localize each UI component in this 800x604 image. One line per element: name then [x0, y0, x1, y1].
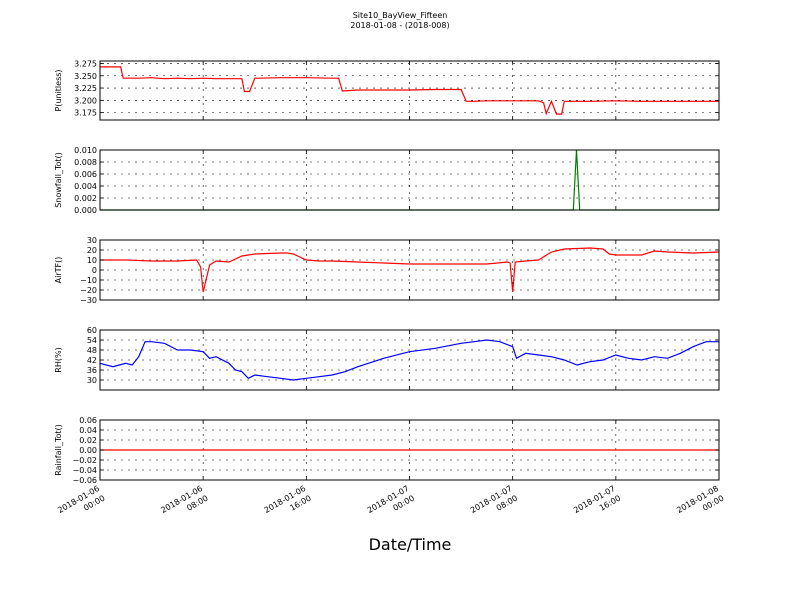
- y-tick-label: 30: [87, 236, 97, 245]
- y-axis-label: Snowfall_Tot(): [54, 152, 63, 208]
- y-tick-label: 3.175: [74, 109, 97, 118]
- y-axis-label: AirTF(): [54, 257, 63, 284]
- y-tick-label: 3.225: [74, 84, 97, 93]
- y-tick-label: 0.010: [74, 146, 97, 155]
- y-tick-label: 0.002: [74, 194, 97, 203]
- x-tick-label: 2018-01-0708:00: [469, 484, 519, 525]
- panel-1: 0.000 0.002 0.004 0.006 0.008 0.010 Snowfall_T…: [54, 146, 720, 215]
- series-line: [99, 339, 719, 381]
- x-tick-label: 2018-01-0716:00: [572, 484, 622, 525]
- panel-4: −0.06−0.04−0.020.000.020.040.06 Rainfall_…: [54, 416, 720, 485]
- x-tick-label: 2018-01-0800:00: [675, 484, 725, 525]
- y-tick-label: −0.04: [72, 466, 97, 475]
- y-tick-label: 54: [87, 336, 97, 345]
- y-axis-label: RH(%): [54, 347, 63, 372]
- y-tick-label: 36: [87, 366, 97, 375]
- series-line: [100, 247, 720, 293]
- y-tick-label: 0.04: [79, 426, 97, 435]
- y-tick-label: 3.250: [74, 72, 97, 81]
- panels-group: 3.175 3.200 3.225 3.250 3.275 P(unitless) 0.00…: [54, 59, 720, 485]
- y-tick-label: 0.008: [74, 158, 97, 167]
- y-tick-label: −10: [80, 276, 97, 285]
- y-tick-label: −0.02: [72, 456, 97, 465]
- y-tick-label: 0.00: [79, 446, 97, 455]
- y-tick-label: 3.200: [74, 96, 97, 105]
- y-tick-label: 60: [87, 326, 97, 335]
- chart-title: Site10_BayView_Fifteen: [353, 11, 448, 20]
- y-axis-label: Rainfall_Tot(): [54, 424, 63, 476]
- y-tick-label: 0.000: [74, 206, 97, 215]
- x-tick-labels: 2018-01-0600:00 2018-01-0608:00 2018-01-06…: [56, 484, 725, 525]
- series-line: [100, 66, 719, 116]
- y-tick-label: 0.006: [74, 170, 97, 179]
- x-tick-label: 2018-01-0608:00: [159, 484, 209, 525]
- x-tick-label: 2018-01-0700:00: [366, 484, 416, 525]
- y-tick-label: 0: [92, 266, 97, 275]
- y-tick-label: 0.004: [74, 182, 97, 191]
- y-tick-label: 20: [87, 246, 97, 255]
- y-tick-label: 42: [87, 356, 97, 365]
- y-tick-label: 10: [87, 256, 97, 265]
- panel-0: 3.175 3.200 3.225 3.250 3.275 P(unitless): [54, 59, 720, 121]
- y-axis-label: P(unitless): [54, 69, 63, 111]
- chart-subtitle: 2018-01-08 - (2018-008): [350, 21, 449, 30]
- y-tick-label: 0.02: [79, 436, 97, 445]
- y-tick-label: 48: [87, 346, 97, 355]
- x-tick-label: 2018-01-0600:00: [56, 484, 106, 525]
- y-tick-label: −20: [80, 286, 97, 295]
- x-axis-label: Date/Time: [369, 535, 452, 554]
- y-tick-label: 30: [87, 376, 97, 385]
- y-tick-label: −30: [80, 296, 97, 305]
- y-tick-label: −0.06: [72, 476, 97, 485]
- x-tick-label: 2018-01-0616:00: [263, 484, 313, 525]
- y-tick-label: 0.06: [79, 416, 97, 425]
- y-tick-label: 3.275: [74, 59, 97, 68]
